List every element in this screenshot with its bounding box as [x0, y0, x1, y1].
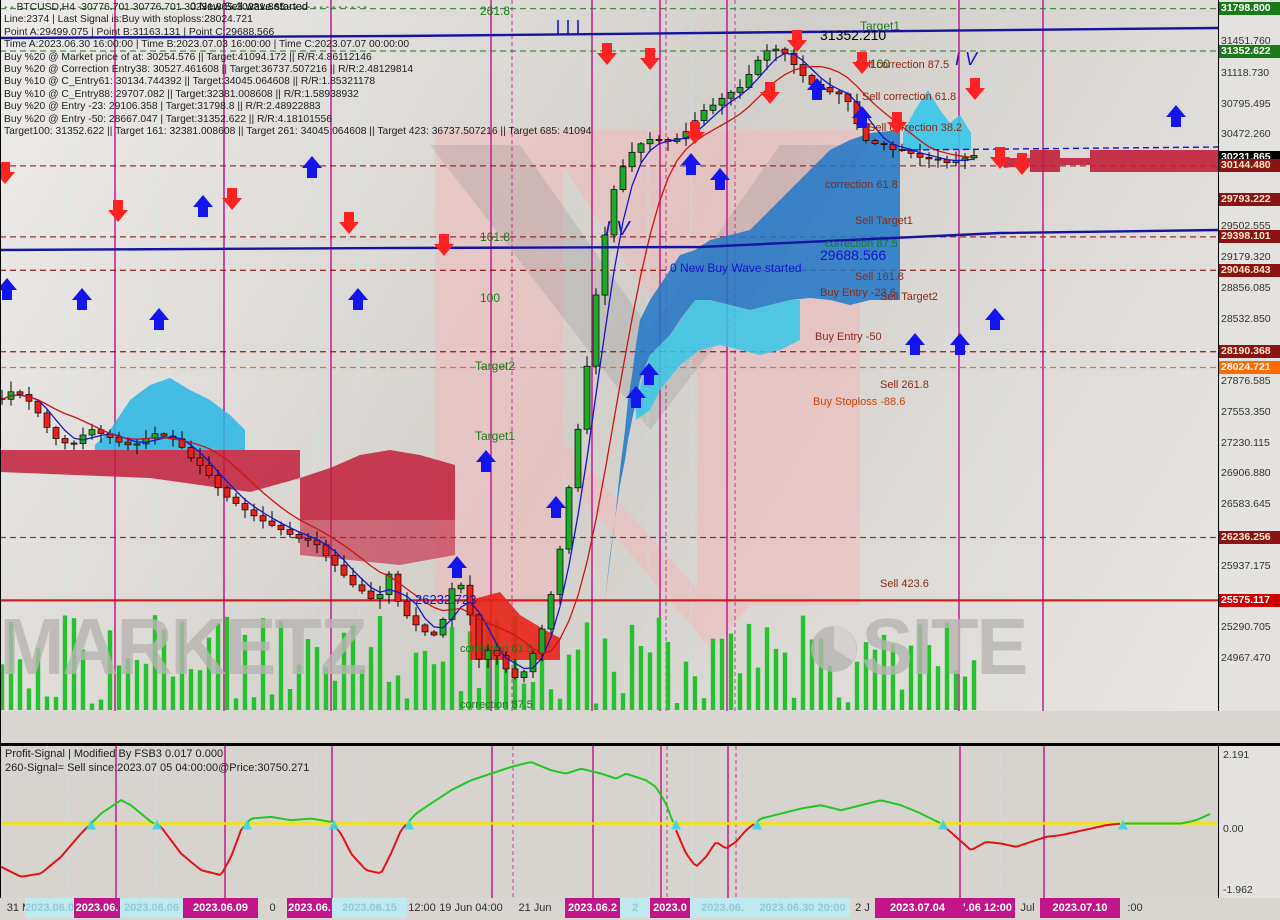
svg-text:Sell 261.8: Sell 261.8 [880, 379, 929, 391]
svg-text:0 New Buy Wave started: 0 New Buy Wave started [670, 261, 802, 275]
svg-text:Target1: Target1 [475, 429, 515, 443]
svg-text:31352.210: 31352.210 [820, 27, 886, 43]
svg-text:Sell 161.8: Sell 161.8 [855, 271, 904, 283]
svg-text:Sell correction 61.8: Sell correction 61.8 [862, 91, 956, 103]
svg-text:Buy Stoploss -88.6: Buy Stoploss -88.6 [813, 396, 905, 408]
svg-text:Target2: Target2 [475, 359, 515, 373]
svg-text:Sell Target1: Sell Target1 [855, 215, 913, 227]
svg-text:Sell 423.6: Sell 423.6 [880, 578, 929, 590]
svg-text:correction 87.5: correction 87.5 [460, 699, 533, 711]
svg-text:29688.566: 29688.566 [820, 247, 886, 263]
svg-text:I V: I V [605, 218, 631, 240]
svg-text:Sell correction 38.2: Sell correction 38.2 [868, 122, 962, 134]
svg-text:161.8: 161.8 [480, 230, 510, 244]
svg-text:261.8: 261.8 [480, 4, 510, 18]
svg-text:Sell Target2: Sell Target2 [880, 291, 938, 303]
svg-text:Buy Entry -50: Buy Entry -50 [815, 331, 882, 343]
svg-text:correction 61.8: correction 61.8 [825, 179, 898, 191]
svg-text:100: 100 [480, 291, 500, 305]
